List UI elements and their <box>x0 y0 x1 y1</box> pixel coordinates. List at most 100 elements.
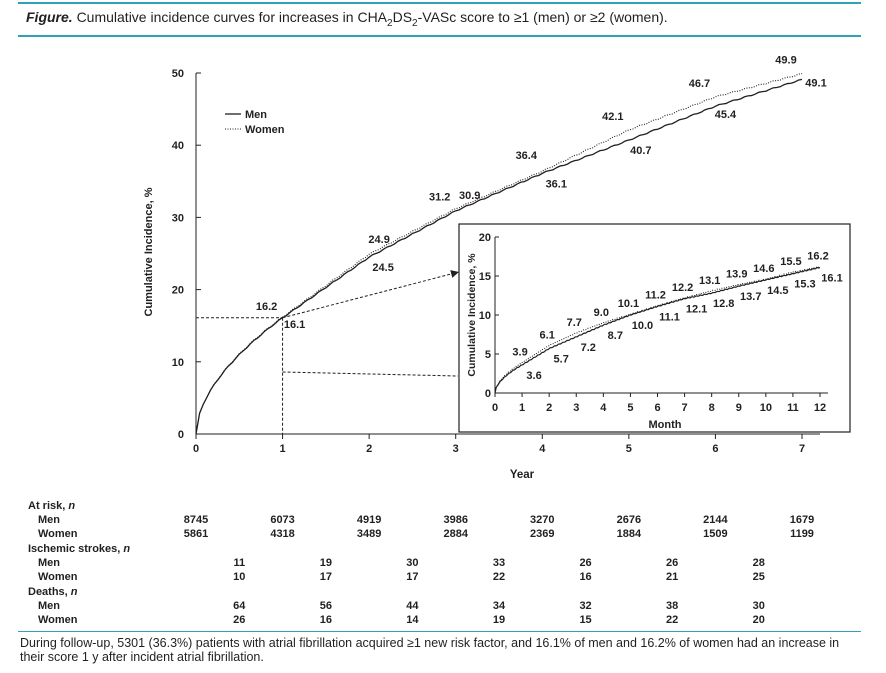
inset-series-men-line <box>494 267 821 394</box>
main-y-tick-label: 20 <box>172 285 184 297</box>
table-cell-deaths-men: 64 <box>233 600 246 612</box>
main-men-data-label: 16.1 <box>284 319 305 331</box>
main-x-tick-label: 0 <box>193 443 199 455</box>
table-cell-at_risk-women: 5861 <box>183 528 209 540</box>
table-cell-strokes-men: 26 <box>666 557 679 569</box>
inset-x-tick-label: 8 <box>709 402 715 414</box>
inset-men-data-label: 16.1 <box>821 272 842 284</box>
table-cell-deaths-men: 56 <box>319 600 332 612</box>
table-cell-at_risk-men: 8745 <box>183 514 209 526</box>
inset-x-tick-label: 6 <box>654 402 660 414</box>
table-cell-deaths-women: 20 <box>752 614 765 626</box>
table-cell-deaths-women: 16 <box>319 614 332 626</box>
table-cell-strokes-men: 28 <box>752 557 765 569</box>
inset-women-data-label: 13.1 <box>699 275 720 287</box>
table-cell-deaths-men: 30 <box>752 600 765 612</box>
main-women-data-label: 42.1 <box>602 111 623 123</box>
inset-y-tick-label: 20 <box>479 232 491 244</box>
main-men-data-label: 40.7 <box>630 145 651 157</box>
inset-y-tick-label: 5 <box>485 349 491 361</box>
main-women-data-label: 24.9 <box>368 234 389 246</box>
main-women-data-label: 31.2 <box>429 192 450 204</box>
table-cell-strokes-men: 30 <box>406 557 419 569</box>
main-x-tick-label: 3 <box>453 443 459 455</box>
main-x-tick-label: 5 <box>626 443 632 455</box>
main-y-tick-label: 0 <box>178 429 184 441</box>
inset-women-data-label: 13.9 <box>726 269 747 281</box>
table-cell-strokes-women: 17 <box>319 571 332 583</box>
main-y-tick-label: 30 <box>172 212 184 224</box>
main-women-data-label: 16.2 <box>256 301 277 313</box>
table-cell-strokes-women: 16 <box>579 571 592 583</box>
inset-x-tick-label: 10 <box>760 402 772 414</box>
inset-men-data-label: 12.1 <box>686 304 707 316</box>
main-x-tick-label: 2 <box>366 443 372 455</box>
inset-women-data-label: 7.7 <box>567 317 582 329</box>
table-cell-at_risk-women: 2884 <box>443 528 468 540</box>
table-section-title: Deaths, <box>28 586 71 598</box>
inset-y-tick-label: 0 <box>485 388 491 400</box>
inset-x-tick-label: 1 <box>519 402 525 414</box>
main-x-tick-label: 7 <box>799 443 805 455</box>
inset-women-data-label: 10.1 <box>618 298 639 310</box>
inset-series-women-line <box>494 266 821 394</box>
table-cell-strokes-women: 22 <box>492 571 506 583</box>
main-x-tick-label: 6 <box>712 443 718 455</box>
main-men-data-label: 49.1 <box>805 77 826 89</box>
inset-x-tick-label: 9 <box>736 402 742 414</box>
legend-men-label: Men <box>245 109 267 121</box>
top-rule <box>18 2 861 4</box>
table-cell-at_risk-women: 3489 <box>356 528 382 540</box>
inset-x-tick-label: 12 <box>814 402 826 414</box>
main-y-axis-label: Cumulative Incidence, % <box>143 187 155 316</box>
inset-men-data-label: 5.7 <box>554 354 569 366</box>
table-cell-at_risk-men: 2144 <box>703 514 728 526</box>
table-section-heading: At risk, n <box>28 500 75 512</box>
table-section-n: n <box>68 500 76 512</box>
legend-women-label: Women <box>245 124 285 136</box>
inset-women-data-label: 16.2 <box>807 251 828 263</box>
main-men-data-label: 36.1 <box>546 178 567 190</box>
table-cell-at_risk-men: 6073 <box>270 514 295 526</box>
main-series-men-line <box>195 78 803 435</box>
main-x-tick-label: 1 <box>280 443 286 455</box>
table-cell-deaths-men: 32 <box>579 600 592 612</box>
inset-men-data-label: 15.3 <box>794 279 815 291</box>
table-cell-deaths-men: 34 <box>492 600 506 612</box>
table-cell-at_risk-women: 4318 <box>270 528 295 540</box>
table-cell-at_risk-men: 3986 <box>443 514 468 526</box>
inset-men-data-label: 3.6 <box>526 370 541 382</box>
inset-women-data-label: 6.1 <box>540 329 555 341</box>
inset-connector-bottom <box>282 371 459 377</box>
caption-sub1: 2 <box>387 17 393 29</box>
table-rule <box>18 631 861 632</box>
main-series-women-line <box>195 73 803 435</box>
inset-men-data-label: 7.2 <box>581 342 596 354</box>
inset-women-data-label: 14.6 <box>753 263 774 275</box>
table-cell-deaths-women: 14 <box>406 614 419 626</box>
figure-caption: Figure. Cumulative incidence curves for … <box>26 9 668 29</box>
table-cell-at_risk-women: 2369 <box>530 528 555 540</box>
inset-men-data-label: 11.1 <box>659 311 680 323</box>
inset-x-tick-label: 11 <box>787 402 799 414</box>
inset-x-tick-label: 7 <box>682 402 688 414</box>
main-men-data-label: 30.9 <box>459 190 480 202</box>
caption-rule <box>18 35 861 37</box>
table-cell-at_risk-men: 1679 <box>789 514 815 526</box>
table-cell-at_risk-women: 1199 <box>790 528 814 540</box>
main-x-tick-label: 4 <box>539 443 546 455</box>
inset-y-tick-label: 15 <box>479 271 491 283</box>
table-cell-strokes-men: 33 <box>492 557 506 569</box>
table-row-label-men: Men <box>38 514 60 526</box>
table-cell-strokes-women: 17 <box>406 571 419 583</box>
main-men-data-label: 45.4 <box>715 109 737 121</box>
inset-men-data-label: 12.8 <box>713 298 734 310</box>
inset-x-axis-label: Month <box>649 419 682 431</box>
table-section-heading: Ischemic strokes, n <box>28 543 130 555</box>
table-cell-strokes-women: 21 <box>666 571 679 583</box>
inset-x-tick-label: 5 <box>627 402 633 414</box>
inset-box <box>458 223 851 433</box>
inset-x-tick-label: 0 <box>492 402 498 414</box>
table-cell-strokes-men: 11 <box>233 557 246 569</box>
table-cell-deaths-men: 38 <box>666 600 679 612</box>
